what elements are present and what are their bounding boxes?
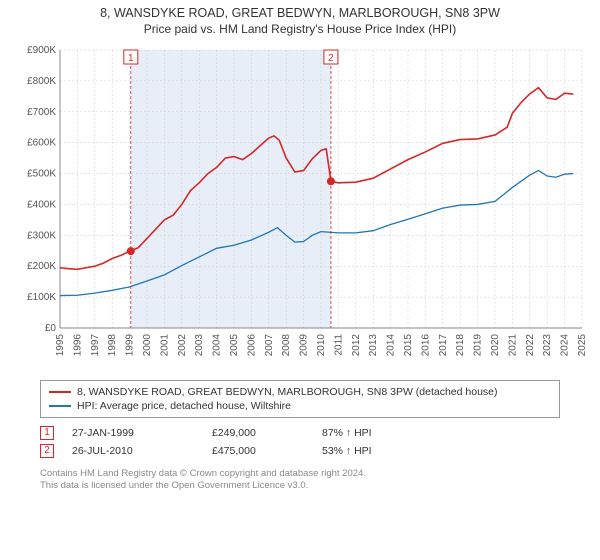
legend: 8, WANSDYKE ROAD, GREAT BEDWYN, MARLBORO… (40, 380, 560, 418)
svg-text:2021: 2021 (507, 334, 518, 357)
svg-text:£800K: £800K (27, 76, 56, 87)
svg-text:2003: 2003 (194, 334, 205, 357)
legend-swatch-subject (49, 391, 71, 393)
svg-text:1997: 1997 (90, 334, 101, 357)
svg-text:2014: 2014 (386, 334, 397, 357)
svg-text:£200K: £200K (27, 261, 56, 272)
legend-text: HPI: Average price, detached house, Wilt… (77, 400, 291, 412)
chart-title-block: 8, WANSDYKE ROAD, GREAT BEDWYN, MARLBORO… (0, 0, 600, 40)
title-sub: Price paid vs. HM Land Registry's House … (10, 22, 590, 36)
svg-text:£600K: £600K (27, 138, 56, 149)
sale-row: 1 27-JAN-1999 £249,000 87% ↑ HPI (40, 424, 560, 442)
svg-text:2008: 2008 (281, 334, 292, 357)
svg-text:2001: 2001 (159, 334, 170, 357)
footer-line1: Contains HM Land Registry data © Crown c… (40, 468, 560, 480)
svg-text:2025: 2025 (577, 334, 588, 357)
svg-text:£300K: £300K (27, 230, 56, 241)
sale-hpi: 53% ↑ HPI (322, 445, 372, 457)
svg-text:£700K: £700K (27, 107, 56, 118)
svg-text:2018: 2018 (455, 334, 466, 357)
legend-item: 8, WANSDYKE ROAD, GREAT BEDWYN, MARLBORO… (49, 385, 551, 399)
sale-marker-1: 1 (40, 426, 54, 440)
svg-text:2005: 2005 (229, 334, 240, 357)
sale-price: £475,000 (212, 445, 322, 457)
svg-text:2009: 2009 (299, 334, 310, 357)
svg-text:1995: 1995 (55, 334, 66, 357)
svg-text:2022: 2022 (525, 334, 536, 357)
svg-text:2013: 2013 (368, 334, 379, 357)
svg-text:£400K: £400K (27, 199, 56, 210)
svg-text:1998: 1998 (107, 334, 118, 357)
svg-text:1996: 1996 (72, 334, 83, 357)
svg-text:2000: 2000 (142, 334, 153, 357)
sale-date: 26-JUL-2010 (72, 445, 212, 457)
svg-text:2016: 2016 (420, 334, 431, 357)
svg-text:2012: 2012 (351, 334, 362, 357)
legend-text: 8, WANSDYKE ROAD, GREAT BEDWYN, MARLBORO… (77, 386, 498, 398)
sale-date: 27-JAN-1999 (72, 427, 212, 439)
svg-text:2017: 2017 (438, 334, 449, 357)
svg-text:£0: £0 (45, 323, 57, 334)
footer-line2: This data is licensed under the Open Gov… (40, 480, 560, 492)
title-main: 8, WANSDYKE ROAD, GREAT BEDWYN, MARLBORO… (10, 6, 590, 20)
svg-text:2019: 2019 (473, 334, 484, 357)
svg-text:1999: 1999 (125, 334, 136, 357)
sale-price: £249,000 (212, 427, 322, 439)
legend-swatch-hpi (49, 405, 71, 407)
svg-text:£900K: £900K (27, 45, 56, 56)
chart-area: £0 £100K £200K £300K £400K £500K £600K £700K £80… (12, 44, 588, 374)
svg-text:2010: 2010 (316, 334, 327, 357)
svg-text:2024: 2024 (560, 334, 571, 357)
sale-marker-2: 2 (40, 444, 54, 458)
svg-text:2004: 2004 (212, 334, 223, 357)
svg-text:1: 1 (128, 53, 134, 64)
price-chart-svg: £0 £100K £200K £300K £400K £500K £600K £700K £80… (12, 44, 588, 374)
svg-text:2007: 2007 (264, 334, 275, 357)
svg-text:2020: 2020 (490, 334, 501, 357)
sale-row: 2 26-JUL-2010 £475,000 53% ↑ HPI (40, 442, 560, 460)
footer-attribution: Contains HM Land Registry data © Crown c… (40, 468, 560, 493)
svg-text:2: 2 (328, 53, 334, 64)
svg-text:£500K: £500K (27, 169, 56, 180)
svg-text:2011: 2011 (333, 334, 344, 356)
svg-text:2002: 2002 (177, 334, 188, 357)
sale-hpi: 87% ↑ HPI (322, 427, 372, 439)
legend-item: HPI: Average price, detached house, Wilt… (49, 399, 551, 413)
sales-table: 1 27-JAN-1999 £249,000 87% ↑ HPI 2 26-JU… (40, 424, 560, 460)
svg-text:2023: 2023 (542, 334, 553, 357)
svg-text:2015: 2015 (403, 334, 414, 357)
svg-text:2006: 2006 (246, 334, 257, 357)
svg-text:£100K: £100K (27, 292, 56, 303)
